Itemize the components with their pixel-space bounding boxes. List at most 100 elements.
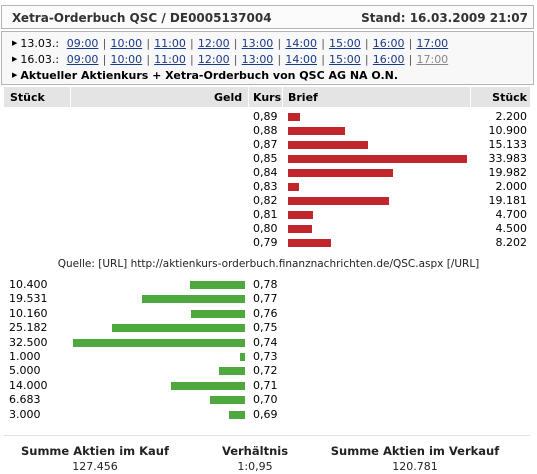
sum-sell-value: 120.781 (392, 460, 438, 473)
sum-buy-value: 127.456 (72, 460, 118, 473)
triangle-right-icon: ▶ (12, 71, 18, 79)
ask-volume-bar (288, 127, 345, 135)
bid-volume-bar (219, 367, 245, 376)
source-note: Quelle: [URL] http://aktienkurs-orderbuc… (57, 258, 480, 270)
bid-price: 0,69 (253, 407, 278, 421)
ask-volume-bar (288, 197, 389, 205)
current-quote-row[interactable]: ▶ Aktueller Aktienkurs + Xetra-Orderbuch … (12, 69, 398, 83)
ask-quantity: 4.500 (495, 222, 528, 235)
nav-row-1303: ▶ 13.03.: 09:00 | 10:00 | 11:00 | 12:00 | 13:00 | 1… (12, 37, 452, 51)
bid-price: 0,76 (253, 306, 278, 320)
ask-price: 0,87 (253, 138, 278, 151)
ratio-value: 1:0,95 (237, 460, 273, 473)
ask-volume-bar (288, 239, 331, 247)
bid-price: 0,75 (253, 321, 278, 335)
time-link[interactable]: 17:00 (416, 37, 449, 50)
time-link[interactable]: 14:00 (285, 37, 318, 50)
triangle-right-icon: ▶ (12, 55, 18, 63)
time-link[interactable]: 10:00 (110, 37, 143, 50)
bid-quantity: 3.000 (9, 407, 41, 421)
ask-volume-bar (288, 169, 393, 177)
bid-price: 0,77 (253, 292, 278, 306)
bid-price: 0,78 (253, 278, 278, 291)
ask-volume-bar (288, 141, 368, 149)
ask-price: 0,80 (253, 222, 278, 235)
sum-buy-label: Summe Aktien im Kauf (20, 444, 169, 458)
bid-quantity: 25.182 (9, 321, 48, 335)
time-link[interactable]: 10:00 (110, 53, 143, 66)
triangle-right-icon: ▶ (12, 39, 18, 47)
time-link[interactable]: 15:00 (329, 53, 361, 66)
bid-volume-bar (142, 295, 245, 304)
header-stueck-left: Stück (10, 91, 45, 104)
time-navigation: ▶ 13.03.: 09:00 | 10:00 | 11:00 | 12:00 | 13:00 | 1… (1, 31, 534, 85)
ask-quantity: 19.181 (488, 194, 528, 207)
ask-volume-bar (288, 113, 300, 121)
bid-price: 0,71 (253, 378, 278, 392)
ask-quantity: 8.202 (495, 236, 528, 249)
bid-quantity: 32.500 (9, 335, 48, 349)
bid-quantity: 10.160 (9, 306, 48, 320)
ask-price: 0,84 (253, 166, 278, 179)
bid-volume-bar (190, 281, 245, 289)
orderbook-header: Stück Geld Kurs Brief Stück (4, 87, 530, 107)
bid-volume-bar (210, 396, 245, 405)
ask-price: 0,82 (253, 194, 278, 207)
bid-price: 0,73 (253, 350, 278, 363)
bid-volume-bar (191, 309, 245, 318)
timestamp: Stand: 16.03.2009 21:07 (361, 11, 528, 25)
time-link[interactable]: 14:00 (285, 53, 318, 66)
time-link[interactable]: 12:00 (197, 53, 230, 66)
time-link[interactable]: 13:00 (241, 37, 274, 50)
bid-quantity: 5.000 (9, 364, 41, 378)
bid-volume-bar (171, 381, 245, 390)
ask-quantity: 19.982 (488, 166, 528, 179)
time-link-current[interactable]: 17:00 (416, 53, 449, 66)
time-link[interactable]: 16:00 (372, 53, 405, 66)
ask-price: 0,85 (253, 152, 278, 165)
ask-quantity: 10.900 (488, 124, 528, 137)
time-link[interactable]: 16:00 (372, 37, 405, 50)
bid-quantity: 10.400 (9, 278, 48, 291)
ask-price: 0,81 (253, 208, 278, 221)
time-link[interactable]: 12:00 (197, 37, 230, 50)
header-stueck-right: Stück (492, 91, 527, 104)
bid-quantity: 14.000 (9, 378, 48, 392)
bid-quantity: 1.000 (9, 350, 41, 363)
bid-price: 0,72 (253, 364, 278, 378)
bid-volume-bar (112, 324, 245, 333)
bid-volume-bar (229, 410, 245, 419)
divider (4, 435, 530, 436)
time-link[interactable]: 09:00 (66, 53, 99, 66)
nav-row-1603: ▶ 16.03.: 09:00 | 10:00 | 11:00 | 12:00 | 13:00 | 1… (12, 53, 452, 67)
header-geld: Geld (214, 91, 243, 104)
nav-date: 13.03.: (20, 37, 60, 50)
bid-quantity: 19.531 (9, 292, 48, 306)
ask-price: 0,88 (253, 124, 278, 137)
bid-price: 0,74 (253, 335, 278, 349)
time-link[interactable]: 11:00 (154, 37, 186, 50)
time-link[interactable]: 09:00 (66, 37, 99, 50)
ask-price: 0,79 (253, 236, 278, 249)
ask-volume-bar (288, 211, 313, 219)
time-link[interactable]: 13:00 (241, 53, 274, 66)
ask-quantity: 33.983 (488, 152, 528, 165)
time-link[interactable]: 15:00 (329, 37, 361, 50)
ask-quantity: 2.200 (495, 110, 528, 123)
header-brief: Brief (288, 91, 318, 104)
bid-volume-bar (240, 353, 245, 361)
ask-quantity: 15.133 (488, 138, 528, 151)
current-quote-label: Aktueller Aktienkurs + Xetra-Orderbuch v… (20, 69, 399, 82)
ask-quantity: 4.700 (495, 208, 528, 221)
ask-volume-bar (288, 225, 312, 233)
bid-quantity: 6.683 (9, 393, 41, 407)
sum-sell-label: Summe Aktien im Verkauf (330, 444, 500, 458)
ratio-label: Verhältnis (221, 444, 289, 458)
header-kurs: Kurs (253, 91, 282, 104)
time-link[interactable]: 11:00 (154, 53, 186, 66)
ask-quantity: 2.000 (495, 180, 528, 193)
nav-date: 16.03.: (20, 53, 60, 66)
title-bar: Xetra-Orderbuch QSC / DE0005137004 Stand… (1, 5, 534, 29)
bid-volume-bar (73, 338, 245, 347)
ask-price: 0,89 (253, 110, 278, 123)
